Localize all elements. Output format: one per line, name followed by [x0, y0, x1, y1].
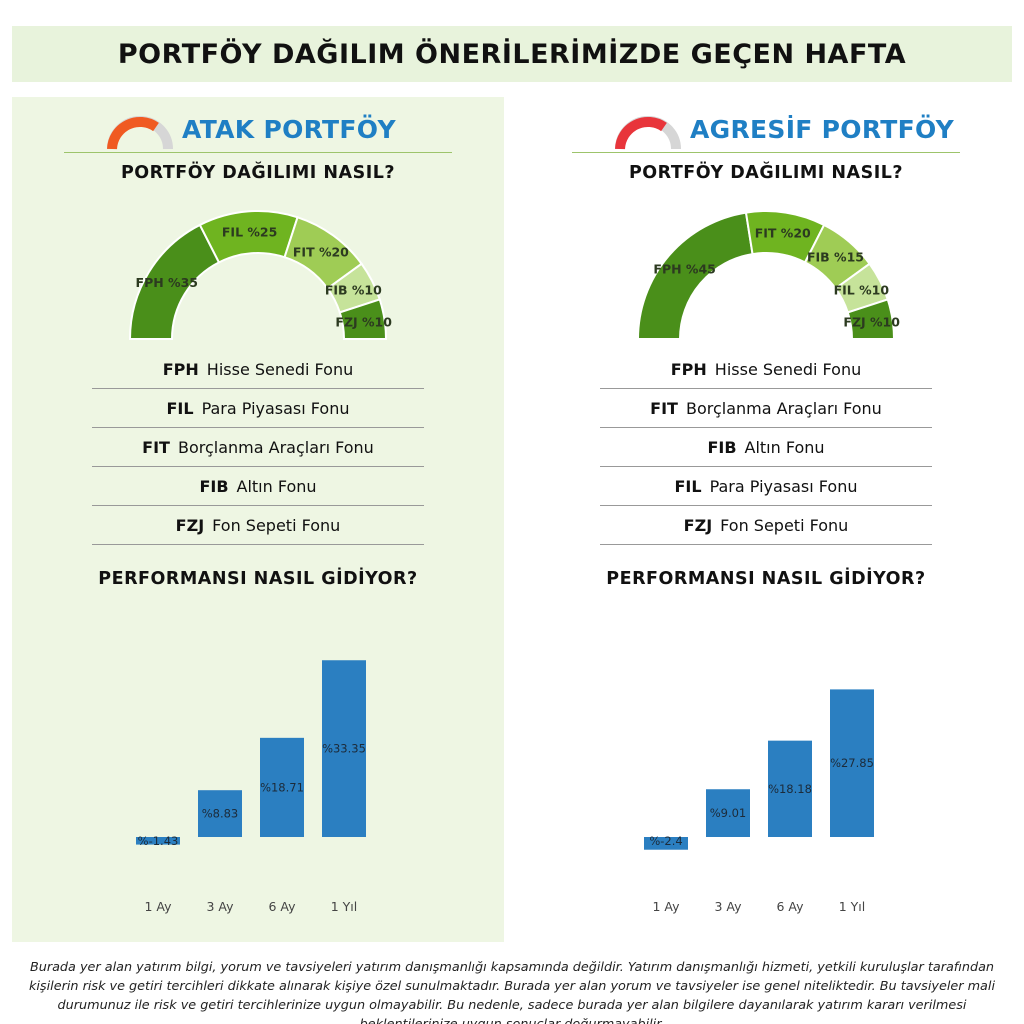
- panel-agresif: AGRESİF PORTFÖY PORTFÖY DAĞILIMI NASIL? …: [520, 97, 1012, 942]
- panel-header: ATAK PORTFÖY: [64, 111, 452, 153]
- panel-title: ATAK PORTFÖY: [182, 115, 396, 144]
- allocation-gauge-chart: FPH %45 FIT %20 FIB %15 FIL %10 FZJ %10: [636, 210, 900, 340]
- slice-label: FZJ %10: [843, 314, 900, 329]
- fund-name: Altın Fonu: [744, 437, 825, 457]
- allocation-title: PORTFÖY DAĞILIMI NASIL?: [628, 163, 904, 183]
- allocation-title: PORTFÖY DAĞILIMI NASIL?: [120, 163, 396, 183]
- legend-row: FIL Para Piyasası Fonu: [600, 467, 932, 506]
- performance-bar-chart: %-2.4 1 Ay %9.01 3 Ay %18.18 6 Ay %27.85 1 Yıl: [644, 689, 874, 914]
- performance-bar: [768, 740, 812, 837]
- performance-bar: [198, 790, 242, 837]
- allocation-slice: [338, 298, 388, 340]
- fund-name: Hisse Senedi Fonu: [206, 359, 354, 379]
- fund-code: FZJ: [683, 515, 713, 535]
- performance-bar: [322, 660, 366, 837]
- fund-code: FIB: [199, 476, 229, 496]
- performance-bar: [830, 689, 874, 837]
- fund-name: Altın Fonu: [236, 476, 317, 496]
- fund-code: FIL: [166, 398, 194, 418]
- performance-title: PERFORMANSI NASIL GİDİYOR?: [606, 569, 926, 589]
- bar-value-label: %9.01: [710, 806, 747, 820]
- legend-row: FIT Borçlanma Araçları Fonu: [92, 428, 424, 467]
- x-tick-label: 1 Yıl: [331, 899, 358, 914]
- fund-name: Borçlanma Araçları Fonu: [177, 437, 374, 457]
- fund-code: FPH: [162, 359, 199, 379]
- performance-bar-chart: %-1.43 1 Ay %8.83 3 Ay %18.71 6 Ay %33.35 1 Yıl: [136, 660, 366, 914]
- fund-code: FIT: [650, 398, 678, 418]
- x-tick-label: 6 Ay: [776, 899, 804, 914]
- panel-atak: ATAK PORTFÖY PORTFÖY DAĞILIMI NASIL? FPH…: [12, 97, 504, 942]
- slice-label: FPH %45: [653, 262, 715, 277]
- legend-row: FPH Hisse Senedi Fonu: [92, 350, 424, 389]
- x-tick-label: 3 Ay: [714, 899, 742, 914]
- fund-name: Hisse Senedi Fonu: [714, 359, 862, 379]
- x-tick-label: 1 Ay: [652, 899, 680, 914]
- bar-value-label: %27.85: [830, 756, 874, 770]
- fund-name: Borçlanma Araçları Fonu: [685, 398, 882, 418]
- fund-code: FIB: [707, 437, 737, 457]
- legend-row: FZJ Fon Sepeti Fonu: [92, 506, 424, 545]
- x-tick-label: 1 Ay: [144, 899, 172, 914]
- performance-bar: [644, 837, 688, 850]
- panel-header: AGRESİF PORTFÖY: [572, 111, 960, 153]
- x-tick-label: 3 Ay: [206, 899, 234, 914]
- slice-label: FIL %25: [222, 224, 277, 239]
- disclaimer-text: Burada yer alan yatırım bilgi, yorum ve …: [28, 960, 996, 1024]
- gauge-icon: [615, 116, 681, 150]
- performance-title: PERFORMANSI NASIL GİDİYOR?: [98, 569, 418, 589]
- bar-value-label: %33.35: [322, 742, 366, 756]
- fund-code: FIT: [142, 437, 170, 457]
- performance-bar: [706, 789, 750, 837]
- x-tick-label: 6 Ay: [268, 899, 296, 914]
- legend-row: FIT Borçlanma Araçları Fonu: [600, 389, 932, 428]
- fund-legend: FPH Hisse Senedi Fonu FIL Para Piyasası Fo…: [92, 350, 424, 545]
- bar-value-label: %-1.43: [138, 834, 179, 848]
- fund-name: Para Piyasası Fonu: [201, 398, 350, 418]
- fund-legend: FPH Hisse Senedi Fonu FIT Borçlanma Araçla…: [600, 350, 932, 545]
- performance-bar: [136, 837, 180, 845]
- gauge-icon: [107, 116, 173, 150]
- fund-name: Fon Sepeti Fonu: [720, 515, 849, 535]
- bar-value-label: %18.18: [768, 782, 812, 796]
- legend-row: FPH Hisse Senedi Fonu: [600, 350, 932, 389]
- allocation-slice: [846, 298, 896, 340]
- panel-title: AGRESİF PORTFÖY: [690, 115, 955, 144]
- slice-label: FIT %20: [293, 244, 349, 259]
- fund-code: FIL: [674, 476, 702, 496]
- bar-value-label: %-2.4: [649, 834, 682, 848]
- slice-label: FPH %35: [136, 275, 198, 290]
- bar-value-label: %18.71: [260, 780, 304, 794]
- slice-label: FIL %10: [834, 282, 890, 297]
- slice-label: FIB %15: [807, 250, 864, 265]
- fund-code: FPH: [670, 359, 707, 379]
- performance-bar: [260, 737, 304, 837]
- legend-row: FZJ Fon Sepeti Fonu: [600, 506, 932, 545]
- slice-label: FIT %20: [755, 225, 811, 240]
- fund-name: Fon Sepeti Fonu: [212, 515, 341, 535]
- bar-value-label: %8.83: [202, 807, 239, 821]
- title-banner: PORTFÖY DAĞILIM ÖNERİLERİMİZDE GEÇEN HAF…: [12, 26, 1012, 82]
- x-tick-label: 1 Yıl: [839, 899, 866, 914]
- allocation-gauge-chart: FPH %35 FIL %25 FIT %20 FIB %10 FZJ %10: [128, 210, 392, 340]
- legend-row: FIB Altın Fonu: [92, 467, 424, 506]
- page-title: PORTFÖY DAĞILIM ÖNERİLERİMİZDE GEÇEN HAF…: [117, 38, 907, 70]
- fund-name: Para Piyasası Fonu: [709, 476, 858, 496]
- legend-row: FIB Altın Fonu: [600, 428, 932, 467]
- fund-code: FZJ: [175, 515, 205, 535]
- slice-label: FIB %10: [325, 282, 382, 297]
- slice-label: FZJ %10: [335, 314, 392, 329]
- legend-row: FIL Para Piyasası Fonu: [92, 389, 424, 428]
